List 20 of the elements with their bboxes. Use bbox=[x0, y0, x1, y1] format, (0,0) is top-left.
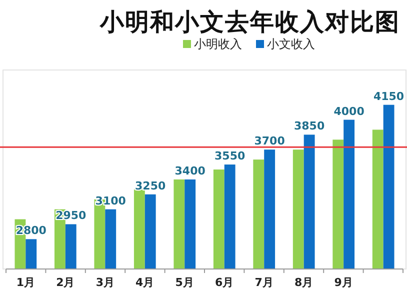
x-tick-label: 3月 bbox=[96, 276, 114, 289]
data-label: 4000 bbox=[334, 104, 365, 118]
x-tick-label: 2月 bbox=[56, 276, 75, 289]
data-label: 3100 bbox=[95, 194, 126, 208]
x-tick-label: 9月 bbox=[334, 276, 353, 289]
x-tick-label: 5月 bbox=[175, 276, 194, 289]
x-tick-label: 1月 bbox=[16, 276, 35, 289]
data-label: 3400 bbox=[174, 164, 206, 178]
data-label: 4150 bbox=[373, 90, 404, 103]
data-label: 3850 bbox=[294, 120, 325, 133]
data-label: 3700 bbox=[254, 134, 286, 148]
x-tick-label: 4月 bbox=[136, 276, 154, 289]
legend-label: 小文收入 bbox=[267, 37, 315, 51]
x-tick-label: 6月 bbox=[215, 276, 234, 289]
x-tick-label: 7月 bbox=[254, 276, 274, 289]
data-label: 3550 bbox=[214, 150, 246, 163]
legend-label: 小明收入 bbox=[194, 37, 242, 51]
chart-title: 小明和小文去年收入对比图 bbox=[99, 8, 400, 36]
data-label: 3250 bbox=[135, 179, 166, 192]
x-tick-label: 8月 bbox=[294, 276, 314, 289]
